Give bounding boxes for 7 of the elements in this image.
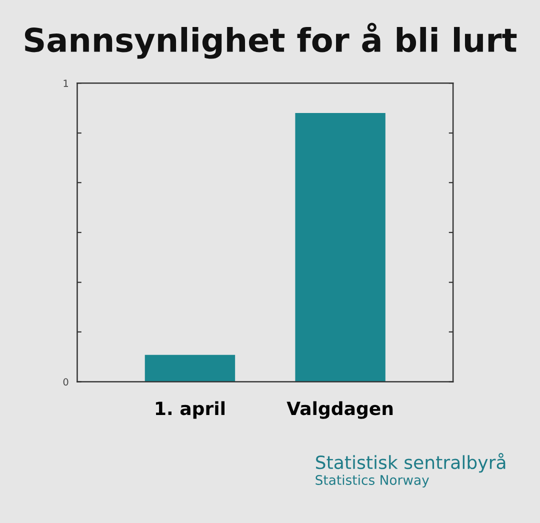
y-tick-label: 0	[63, 378, 68, 386]
x-tick-label: Valgdagen	[286, 401, 393, 419]
x-tick-label: 1. april	[156, 401, 225, 419]
text: Statistisk sentralbyrå	[316, 453, 506, 473]
y-tick-label: 1	[64, 80, 68, 87]
text: Statistics Norway	[316, 474, 429, 488]
chart-title: Sannsynlighet for å bli lurt	[24, 22, 517, 59]
